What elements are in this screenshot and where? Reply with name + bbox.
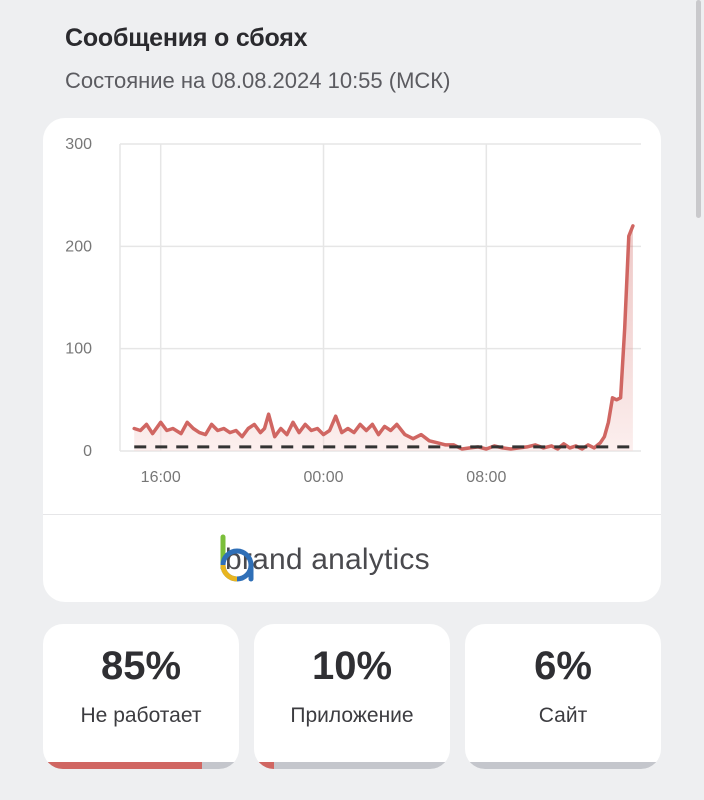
stat-label: Не работает bbox=[80, 704, 202, 727]
stat-progress-bar bbox=[465, 762, 661, 769]
x-tick-label: 16:00 bbox=[141, 469, 181, 486]
stat-label: Сайт bbox=[538, 704, 588, 727]
chart-card: 0 100 200 300 16:00 00:00 08:00 brand analytic… bbox=[43, 118, 661, 602]
series-area bbox=[134, 225, 633, 451]
stat-card-site[interactable]: 6% Сайт bbox=[465, 624, 661, 769]
scrollbar[interactable] bbox=[696, 0, 701, 218]
y-tick-label: 200 bbox=[65, 238, 92, 255]
stat-value: 10% bbox=[311, 644, 393, 688]
y-tick-label: 100 bbox=[65, 341, 92, 358]
x-tick-label: 08:00 bbox=[466, 469, 506, 486]
page-title: Сообщения о сбоях bbox=[65, 24, 308, 52]
y-tick-label: 300 bbox=[65, 136, 92, 153]
stat-card-not-working[interactable]: 85% Не работает bbox=[43, 624, 239, 769]
stat-progress-fill bbox=[43, 762, 202, 769]
chart-divider bbox=[43, 514, 661, 515]
stat-label: Приложение bbox=[290, 704, 414, 727]
brand-logo: brand analytics bbox=[215, 534, 430, 586]
stat-progress-fill bbox=[254, 762, 274, 769]
stat-value: 85% bbox=[100, 644, 182, 688]
page-subtitle: Состояние на 08.08.2024 10:55 (МСК) bbox=[65, 68, 451, 93]
outage-chart: 0 100 200 300 16:00 00:00 08:00 bbox=[65, 136, 641, 486]
brand-analytics-logo-icon bbox=[220, 534, 254, 582]
stat-progress-bar bbox=[254, 762, 450, 769]
stat-value: 6% bbox=[534, 644, 592, 688]
x-tick-label: 00:00 bbox=[303, 469, 343, 486]
y-tick-label: 0 bbox=[83, 443, 92, 460]
stat-progress-bar bbox=[43, 762, 239, 769]
stat-card-app[interactable]: 10% Приложение bbox=[254, 624, 450, 769]
brand-name: brand analytics bbox=[225, 543, 430, 576]
series-line bbox=[132, 224, 635, 451]
